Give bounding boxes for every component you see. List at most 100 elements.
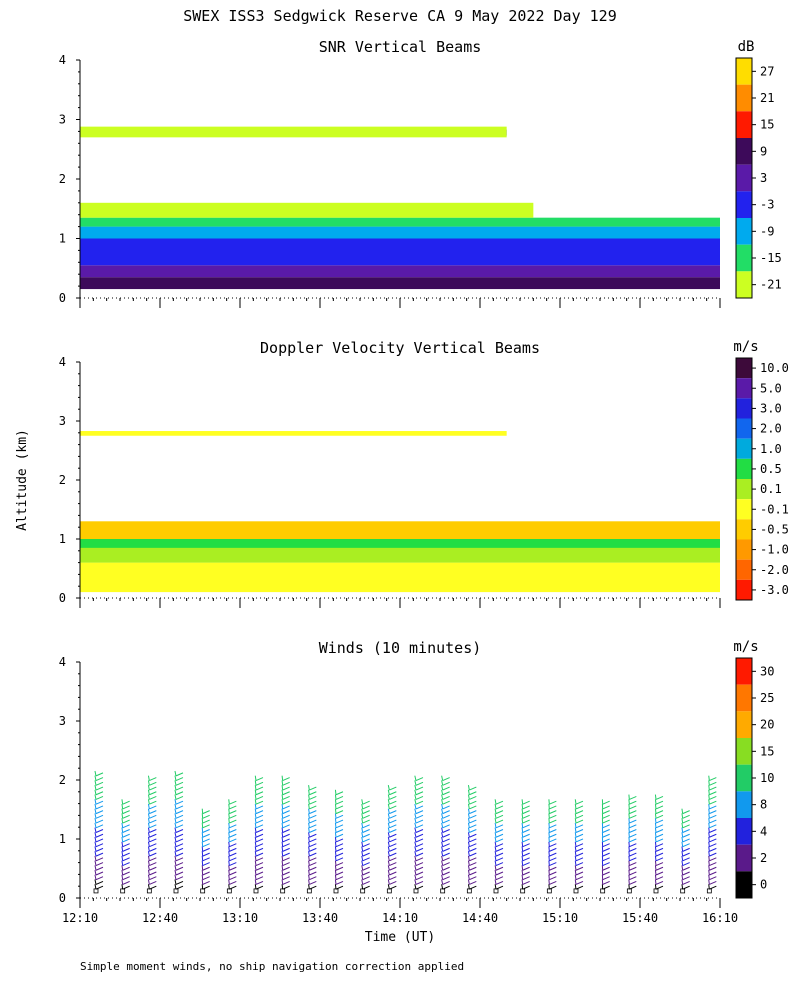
- wind-barb-flag: [602, 862, 610, 867]
- wind-barb-flag: [655, 866, 664, 871]
- wind-barb-flag: [549, 819, 557, 824]
- heatmap-layer-1: [80, 265, 720, 278]
- wind-barb: [414, 808, 417, 814]
- wind-barb: [708, 775, 710, 781]
- wind-barb-flag: [602, 810, 610, 815]
- wind-barb: [361, 874, 364, 880]
- wind-barb-flag: [95, 871, 104, 876]
- wind-barb: [254, 846, 257, 852]
- wind-barb: [387, 879, 390, 885]
- wind-barb: [494, 879, 497, 885]
- wind-barb-flag: [95, 819, 104, 824]
- wind-barb: [147, 785, 150, 791]
- wind-barb-flag: [362, 829, 370, 833]
- wind-barb: [467, 836, 470, 843]
- wind-barb-flag: [469, 880, 477, 885]
- wind-barb-flag: [149, 791, 157, 796]
- wind-barb: [441, 822, 444, 828]
- wind-barb-flag: [602, 880, 610, 885]
- wind-barb-flag: [389, 814, 397, 819]
- wind-barb: [281, 884, 284, 890]
- wind-barb-flag: [95, 833, 104, 838]
- wind-barb: [708, 870, 710, 876]
- wind-barb: [308, 818, 310, 824]
- wind-barb-flag: [629, 819, 637, 824]
- wind-barb-flag: [389, 833, 397, 838]
- wind-barb-flag: [202, 838, 210, 843]
- wind-barb-flag: [282, 810, 290, 815]
- wind-barb: [254, 879, 257, 885]
- wind-barb: [494, 851, 497, 857]
- wind-barb: [494, 841, 497, 847]
- wind-barb: [308, 836, 310, 843]
- wind-barb-flag: [442, 810, 450, 815]
- wind-barb: [121, 841, 124, 847]
- wind-barb-flag: [522, 843, 530, 848]
- wind-barb-flag: [175, 847, 184, 852]
- wind-barb-flag: [415, 786, 424, 791]
- wind-barb-flag: [282, 814, 290, 819]
- wind-barb: [574, 860, 577, 866]
- wind-barb-flag: [149, 866, 157, 871]
- wind-barb-flag: [495, 876, 504, 881]
- heatmap-layer-3: [80, 521, 720, 539]
- wind-barb: [574, 870, 577, 876]
- wind-barb-flag: [309, 871, 317, 876]
- wind-barb: [414, 836, 417, 843]
- wind-barb: [387, 813, 390, 819]
- wind-barb-flag: [309, 847, 317, 852]
- wind-profile-3: [173, 770, 184, 894]
- wind-barb: [387, 855, 390, 861]
- wind-barb: [308, 851, 310, 857]
- wind-barb: [494, 808, 497, 814]
- wind-barb-flag: [282, 800, 290, 805]
- colorbar-swatch: [736, 738, 752, 765]
- wind-barb-flag: [522, 880, 530, 885]
- wind-barb-flag: [255, 876, 264, 881]
- wind-calm-marker: [600, 888, 606, 894]
- wind-barb: [228, 799, 230, 805]
- wind-barb: [254, 794, 257, 800]
- wind-barb: [94, 836, 97, 843]
- wind-barb: [94, 841, 97, 847]
- wind-barb: [574, 846, 577, 852]
- wind-barb-flag: [202, 824, 210, 829]
- wind-barb-flag: [95, 810, 104, 815]
- wind-barb: [228, 818, 230, 824]
- wind-barb-flag: [309, 880, 317, 885]
- wind-barb: [441, 884, 444, 890]
- y-tick-label: 4: [59, 655, 66, 669]
- heatmap-layer-0: [80, 277, 720, 290]
- snr-colorbar: dB 27 21 15 9 3 -3 -9 -15 -21: [735, 39, 782, 299]
- wind-barb-flag: [309, 814, 317, 819]
- wind-barb: [414, 884, 417, 890]
- wind-barb-flag: [415, 796, 424, 800]
- wind-barb: [94, 855, 97, 861]
- wind-barb-flag: [335, 866, 344, 871]
- wind-barb-flag: [682, 847, 690, 852]
- wind-barb-flag: [202, 857, 210, 862]
- colorbar-swatch: [736, 579, 752, 600]
- wind-barb-flag: [149, 805, 157, 810]
- wind-barb: [334, 851, 337, 857]
- wind-barb-flag: [575, 824, 584, 829]
- wind-barb: [414, 799, 417, 805]
- wind-barb: [174, 808, 177, 814]
- panel-winds: Winds (10 minutes) 0 1 2 3 4 12:10 12:40 13:10 1…: [59, 639, 775, 925]
- wind-barb: [334, 884, 337, 890]
- wind-barb-flag: [255, 866, 264, 871]
- wind-barb: [521, 855, 524, 861]
- wind-barb: [334, 808, 337, 814]
- wind-barb: [254, 874, 257, 880]
- wind-barb: [361, 870, 364, 876]
- wind-barb: [414, 846, 417, 852]
- wind-calm-marker: [253, 888, 259, 894]
- colorbar-label: 20: [760, 718, 774, 732]
- colorbar-swatch: [736, 191, 752, 218]
- wind-barb-flag: [549, 805, 557, 810]
- wind-barb: [708, 822, 710, 828]
- wind-barb: [94, 770, 97, 776]
- wind-barb-flag: [362, 871, 370, 876]
- wind-barb: [387, 785, 390, 791]
- wind-calm-marker: [280, 888, 286, 894]
